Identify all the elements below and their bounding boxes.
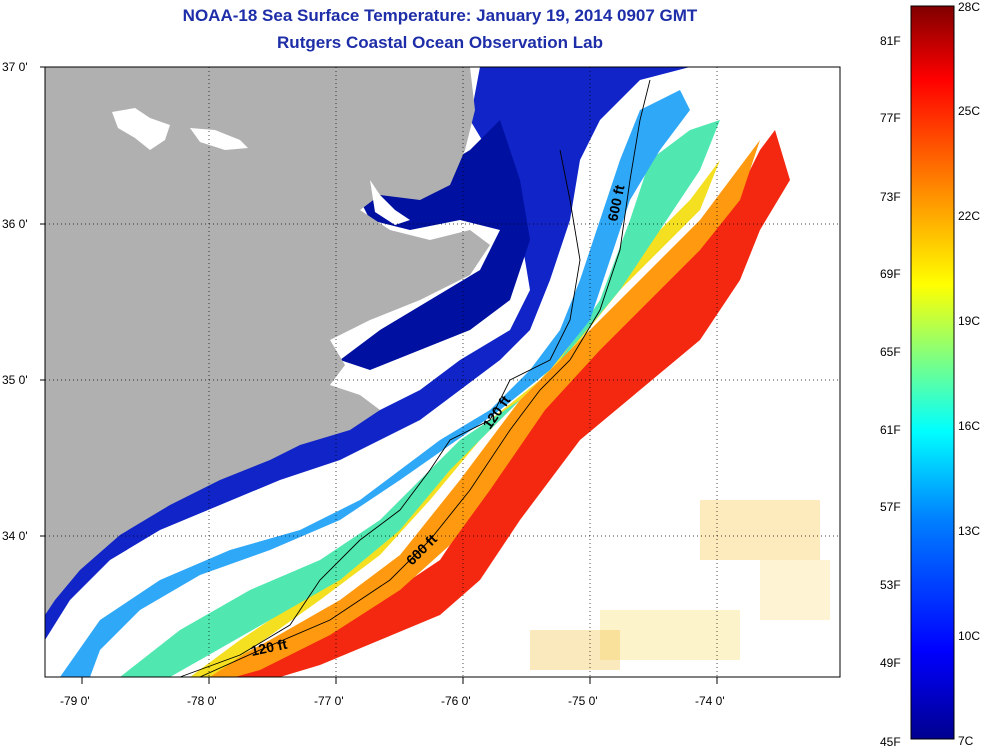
cb-f-81: 81F	[880, 34, 901, 48]
cb-f-61: 61F	[880, 423, 901, 437]
depth-contours	[179, 79, 651, 678]
lon-label-77: -77 0'	[314, 694, 344, 708]
cb-f-65: 65F	[880, 345, 901, 359]
sound-white	[370, 180, 410, 225]
lake-2	[190, 128, 248, 150]
land-mass	[45, 67, 490, 615]
cb-c-22: 22C	[958, 209, 980, 223]
lon-label-74: -74 0'	[695, 694, 725, 708]
cb-f-45: 45F	[880, 735, 901, 749]
cb-f-53: 53F	[880, 578, 901, 592]
cb-c-16: 16C	[958, 419, 980, 433]
cb-f-77: 77F	[880, 111, 901, 125]
contour-label-120ft-south: 120 ft	[249, 636, 288, 659]
lon-label-75: -75 0'	[568, 694, 598, 708]
cb-f-57: 57F	[880, 500, 901, 514]
lon-label-76: -76 0'	[441, 694, 471, 708]
cb-c-13: 13C	[958, 524, 980, 538]
cb-c-28: 28C	[958, 0, 980, 14]
lat-label-34: 34 0'	[2, 529, 28, 543]
lon-label-79: -79 0'	[60, 694, 90, 708]
colorbar-celsius-labels: 28C 25C 22C 19C 16C 13C 10C 7C	[958, 0, 980, 748]
nearshore-lightblue	[60, 90, 690, 677]
map-subtitle: Rutgers Coastal Ocean Observation Lab	[277, 33, 603, 52]
lat-label-35: 35 0'	[2, 373, 28, 387]
cb-c-25: 25C	[958, 104, 980, 118]
nearshore-darkblue	[45, 67, 690, 640]
cb-f-73: 73F	[880, 190, 901, 204]
shelf-cyan	[120, 120, 720, 677]
lat-label-36: 36 0'	[2, 217, 28, 231]
colorbar	[910, 5, 955, 740]
graticule	[45, 67, 840, 677]
contour-label-600ft-north: 600 ft	[604, 183, 627, 222]
cb-c-19: 19C	[958, 314, 980, 328]
map-title: NOAA-18 Sea Surface Temperature: January…	[182, 6, 698, 25]
ticks	[40, 66, 718, 684]
sst-layers	[45, 67, 830, 677]
cb-c-10: 10C	[958, 629, 980, 643]
cb-f-69: 69F	[880, 267, 901, 281]
colorbar-fahrenheit-labels: 81F 77F 73F 69F 65F 61F 57F 53F 49F 45F	[880, 34, 901, 749]
lat-label-37: 37 0'	[2, 60, 28, 74]
lake-1	[112, 108, 170, 150]
cb-f-49: 49F	[880, 656, 901, 670]
pamlico-sound	[340, 120, 530, 370]
lon-label-78: -78 0'	[187, 694, 217, 708]
cb-c-7: 7C	[958, 734, 974, 748]
